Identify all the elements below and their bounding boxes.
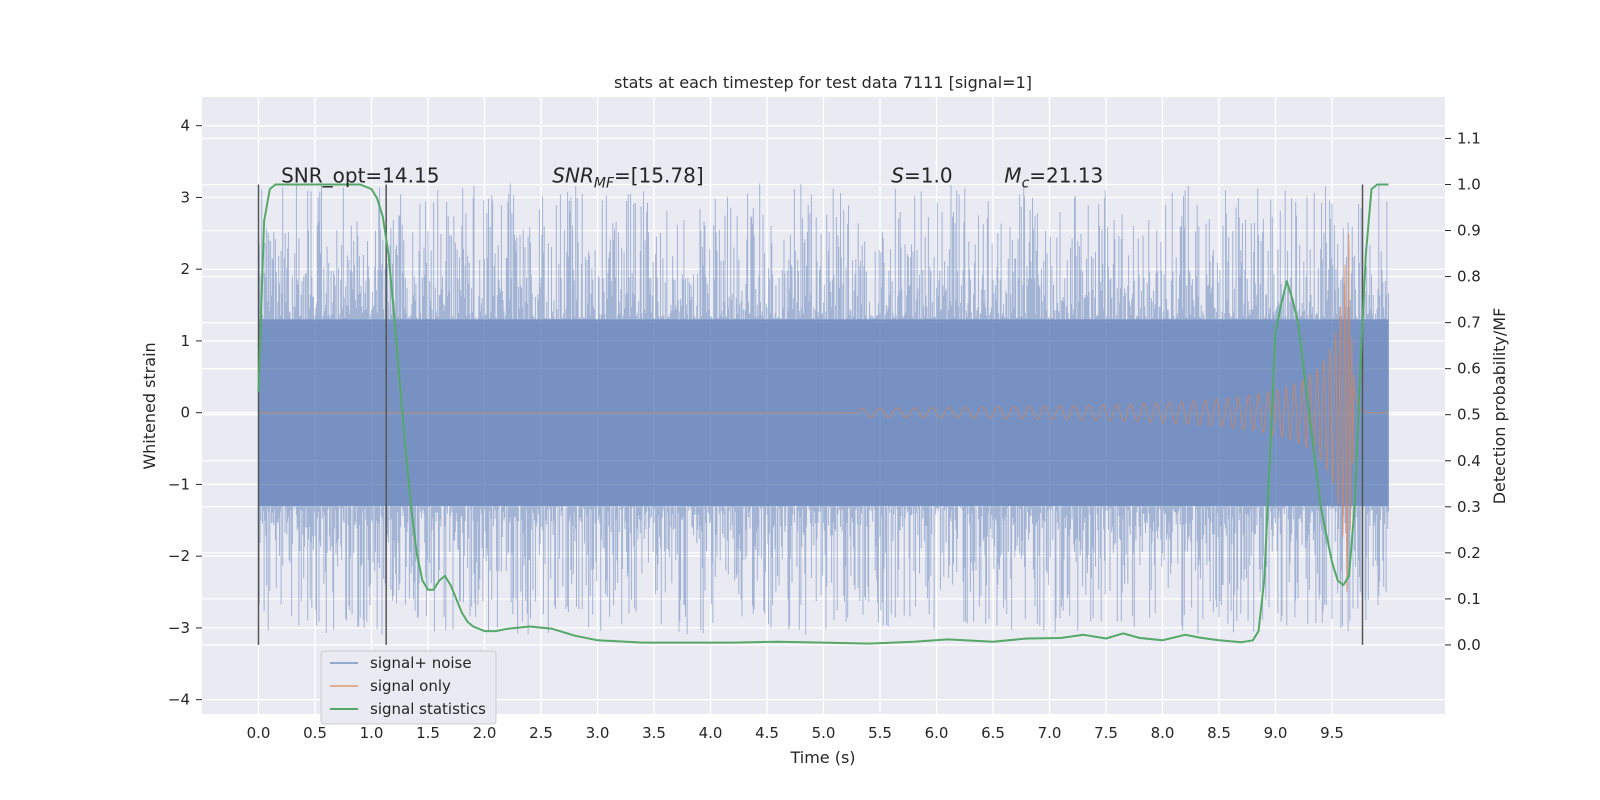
x-tick-label: 8.5 xyxy=(1207,724,1231,742)
y2-tick-label: 0.2 xyxy=(1457,544,1481,562)
legend-label-signal: signal only xyxy=(370,677,451,695)
chart-title: stats at each timestep for test data 711… xyxy=(614,73,1032,92)
x-axis-label: Time (s) xyxy=(789,748,855,767)
x-tick-label: 4.5 xyxy=(755,724,779,742)
y-tick-label: −4 xyxy=(168,691,190,709)
y2-tick-label: 0.0 xyxy=(1457,636,1481,654)
legend: signal+ noise signal only signal statist… xyxy=(320,650,497,725)
x-tick-label: 9.5 xyxy=(1320,724,1344,742)
annotations: SNR_opt=14.15 SNRMF=[15.78] S=1.0 Mc=21.13 xyxy=(281,163,1103,191)
legend-label-noise: signal+ noise xyxy=(370,654,472,672)
x-tick-label: 6.5 xyxy=(981,724,1005,742)
y2-tick-label: 1.1 xyxy=(1457,129,1481,147)
x-tick-label: 5.5 xyxy=(868,724,892,742)
annotation-text: S=1.0 xyxy=(891,163,952,187)
x-tick-label: 0.0 xyxy=(247,724,271,742)
x-tick-label: 7.0 xyxy=(1038,724,1062,742)
annotation-main: S xyxy=(891,163,904,187)
y-tick-label: 0 xyxy=(180,404,190,422)
y-tick-label: 3 xyxy=(180,188,190,206)
y2-tick-label: 1.0 xyxy=(1457,175,1481,193)
x-tick-label: 7.5 xyxy=(1094,724,1118,742)
y2-tick-label: 0.1 xyxy=(1457,590,1481,608)
annotation-text: Mc=21.13 xyxy=(1004,163,1103,191)
annotation-value: =1.0 xyxy=(904,163,953,187)
x-tick-label: 1.0 xyxy=(360,724,384,742)
y2-tick-label: 0.9 xyxy=(1457,222,1481,240)
y-tick-label: 4 xyxy=(180,117,190,135)
annotation-main: SNR_opt=14.15 xyxy=(281,163,439,187)
signal-statistics-line xyxy=(257,183,1389,645)
annotation-main: M xyxy=(1004,163,1021,187)
x-tick-label: 2.5 xyxy=(529,724,553,742)
y2-tick-label: 0.5 xyxy=(1457,406,1481,424)
y2-tick-label: 0.4 xyxy=(1457,452,1481,470)
y2-tick-label: 0.6 xyxy=(1457,360,1481,378)
annotation-value: =21.13 xyxy=(1029,163,1103,187)
y-axis-label: Whitened strain xyxy=(140,342,159,469)
statistics-series xyxy=(257,183,1389,645)
x-tick-label: 2.0 xyxy=(473,724,497,742)
x-tick-label: 0.5 xyxy=(303,724,327,742)
x-tick-label: 1.5 xyxy=(416,724,440,742)
signal-series xyxy=(258,233,1389,593)
legend-label-statistics: signal statistics xyxy=(370,700,486,718)
x-tick-label: 8.0 xyxy=(1151,724,1175,742)
annotation-main: SNR xyxy=(552,163,594,187)
y-tick-label: 2 xyxy=(180,260,190,278)
x-tick-label: 4.0 xyxy=(699,724,723,742)
annotation-subscript: MF xyxy=(594,175,615,191)
y2-axis-label: Detection probability/MF xyxy=(1490,308,1509,505)
legend-box xyxy=(320,650,497,725)
y-tick-label: −3 xyxy=(168,619,190,637)
annotation-value: =[15.78] xyxy=(614,163,704,187)
annotation-text: SNR_opt=14.15 xyxy=(281,163,439,187)
signal-only-line xyxy=(258,233,1389,593)
x-tick-label: 5.0 xyxy=(812,724,836,742)
y-tick-label: −2 xyxy=(168,547,190,565)
annotation-text: SNRMF=[15.78] xyxy=(552,163,703,191)
y-tick-label: 1 xyxy=(180,332,190,350)
y2-tick-label: 0.3 xyxy=(1457,498,1481,516)
x-tick-label: 6.0 xyxy=(925,724,949,742)
y2-tick-label: 0.8 xyxy=(1457,268,1481,286)
vertical-markers xyxy=(257,184,1364,645)
x-tick-label: 3.0 xyxy=(586,724,610,742)
y-tick-label: −1 xyxy=(168,475,190,493)
annotation-subscript: c xyxy=(1022,175,1030,191)
y2-tick-label: 0.7 xyxy=(1457,314,1481,332)
x-tick-label: 3.5 xyxy=(642,724,666,742)
x-tick-label: 9.0 xyxy=(1264,724,1288,742)
tick-labels: 0.0 0.5 1.0 1.5 2.0 2.5 3.0 3.5 4.0 4.5 5.0 5.5 6.0 6… xyxy=(168,117,1481,742)
